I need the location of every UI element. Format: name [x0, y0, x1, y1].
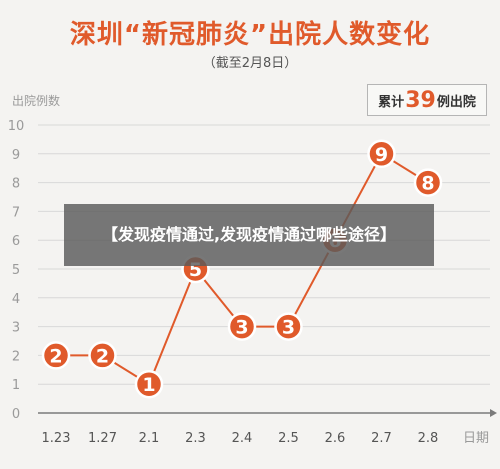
- total-number: 39: [405, 87, 436, 113]
- y-tick-label: 5: [12, 263, 20, 278]
- y-tick-label: 8: [12, 177, 20, 192]
- data-label: 3: [282, 317, 295, 339]
- chart-title: 深圳“新冠肺炎”出院人数变化: [69, 20, 431, 50]
- data-point: [134, 369, 164, 399]
- total-discharged-box: 累计 39 例出院: [367, 84, 487, 116]
- overlay-banner[interactable]: 【发现疫情通过,发现疫情通过哪些途径】: [64, 204, 434, 266]
- x-tick-label: 2.6: [325, 431, 346, 446]
- data-point: [367, 139, 396, 169]
- y-tick-label: 1: [12, 378, 20, 393]
- data-point: [413, 168, 443, 197]
- total-suffix: 例出院: [436, 94, 476, 110]
- x-tick-label: 1.23: [42, 431, 71, 446]
- y-tick-label: 6: [12, 234, 20, 249]
- total-prefix: 累计: [378, 94, 405, 110]
- data-label: 3: [235, 317, 248, 339]
- data-point: [274, 312, 303, 341]
- x-tick-label: 2.1: [139, 431, 160, 446]
- data-label: 8: [421, 173, 434, 195]
- y-tick-label: 3: [12, 321, 20, 336]
- x-axis-label: 日期: [463, 431, 489, 446]
- x-tick-label: 2.4: [232, 431, 253, 446]
- data-label: 9: [375, 144, 388, 166]
- data-point: [88, 341, 117, 370]
- x-tick-label: 2.7: [371, 431, 392, 446]
- x-tick-label: 1.27: [88, 431, 117, 446]
- data-label: 1: [142, 374, 155, 396]
- y-tick-label: 2: [12, 349, 20, 364]
- data-label: 2: [96, 345, 109, 367]
- data-point: [41, 341, 71, 370]
- y-tick-label: 4: [12, 292, 20, 307]
- data-point: [227, 312, 257, 341]
- data-label: 2: [49, 345, 62, 367]
- x-tick-label: 2.5: [278, 431, 299, 446]
- y-tick-label: 0: [12, 407, 20, 422]
- x-tick-label: 2.3: [185, 431, 206, 446]
- y-tick-label: 9: [12, 148, 20, 163]
- y-tick-label: 10: [8, 119, 25, 134]
- y-tick-label: 7: [12, 205, 20, 220]
- y-axis-label: 出院例数: [12, 94, 61, 108]
- x-tick-label: 2.8: [418, 431, 439, 446]
- chart-subtitle: （截至2月8日）: [202, 56, 298, 71]
- x-axis-arrow-icon: [490, 409, 497, 417]
